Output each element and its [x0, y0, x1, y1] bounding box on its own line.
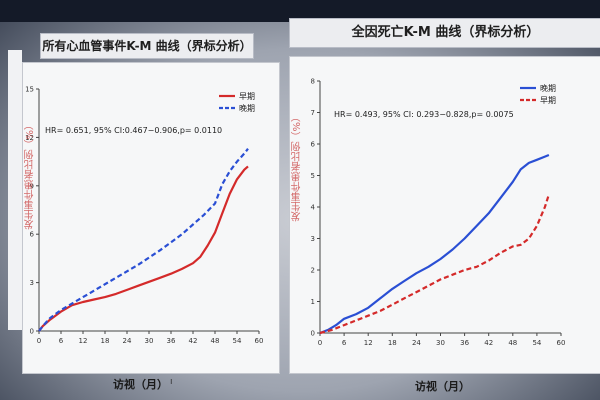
- x-axis-label-right: 访视（月）: [415, 380, 470, 393]
- y-tick-label: 3: [30, 279, 34, 287]
- x-tick-label: 12: [364, 339, 373, 347]
- x-tick-label: 48: [211, 337, 220, 345]
- y-tick-label: 5: [311, 172, 315, 180]
- x-tick-label: 54: [532, 339, 541, 347]
- x-tick-label: 24: [412, 339, 421, 347]
- y-tick-label: 15: [25, 86, 34, 94]
- chart-title-all-cause-death: 全因死亡K-M 曲线（界标分析）: [289, 18, 600, 48]
- x-tick-label: 48: [508, 339, 517, 347]
- hr-annotation: HR= 0.493, 95% CI: 0.293−0.828,p= 0.0075: [334, 110, 514, 119]
- y-tick-label: 12: [25, 134, 34, 142]
- y-tick-label: 0: [30, 328, 34, 336]
- chart-panel-all-cause-death: 0 6 12 18 24 30 36 42 48 54 60 0 1 2 3 4 5 6 7 8 HR= 0.493, …: [289, 56, 600, 374]
- legend-label: 早期: [540, 96, 556, 105]
- x-tick-label: 12: [79, 337, 88, 345]
- y-tick-label: 7: [311, 109, 315, 117]
- x-tick-label: 42: [484, 339, 493, 347]
- y-tick-label: 6: [30, 231, 35, 239]
- chart-title-cardiovascular: 所有心血管事件K-M 曲线（界标分析）: [40, 33, 254, 59]
- x-tick-label: 60: [557, 339, 566, 347]
- x-tick-label: 30: [145, 337, 154, 345]
- y-axis-label-right: 发生事件患者比例（%）: [292, 112, 303, 222]
- y-tick-label: 6: [311, 141, 316, 149]
- x-tick-label: 54: [233, 337, 242, 345]
- x-tick-label: 42: [189, 337, 198, 345]
- x-tick-label: 30: [436, 339, 445, 347]
- x-tick-label: 36: [460, 339, 469, 347]
- chart-panel-cardiovascular: 0 6 12 18 24 30 36 42 48 54 60 0 3 6 9 12 15 HR= 0.651, 9…: [22, 62, 280, 374]
- y-tick-label: 8: [311, 78, 315, 86]
- y-axis-label-left: 发生事件患者比例（%）: [25, 120, 36, 230]
- x-tick-label: 6: [342, 339, 347, 347]
- x-tick-label: 18: [388, 339, 397, 347]
- y-tick-label: 3: [311, 235, 315, 243]
- y-tick-label: 4: [311, 204, 316, 212]
- left-edge-panel: [8, 50, 22, 330]
- x-axis-label-left: 访视（月）: [113, 378, 168, 391]
- cursor-mark: ı: [170, 377, 173, 387]
- series-line-dashed: [319, 194, 550, 335]
- series-line-dashed: [38, 148, 249, 332]
- legend-label: 晚期: [540, 83, 556, 93]
- x-tick-label: 6: [59, 337, 64, 345]
- y-tick-label: 0: [311, 330, 315, 338]
- series-line-solid: [38, 165, 249, 332]
- x-tick-label: 36: [167, 337, 176, 345]
- y-tick-label: 9: [30, 182, 34, 190]
- x-tick-label: 18: [101, 337, 110, 345]
- y-tick-label: 1: [311, 298, 315, 306]
- x-tick-label: 0: [37, 337, 41, 345]
- x-tick-label: 60: [255, 337, 264, 345]
- hr-annotation: HR= 0.651, 95% CI:0.467−0.906,p= 0.0110: [45, 126, 222, 135]
- screen-top-border: [0, 0, 600, 22]
- legend-label: 晚期: [239, 103, 255, 113]
- x-tick-label: 24: [123, 337, 132, 345]
- y-tick-label: 2: [311, 267, 315, 275]
- series-line-solid: [319, 153, 550, 335]
- x-tick-label: 0: [318, 339, 322, 347]
- legend-label: 早期: [239, 92, 255, 101]
